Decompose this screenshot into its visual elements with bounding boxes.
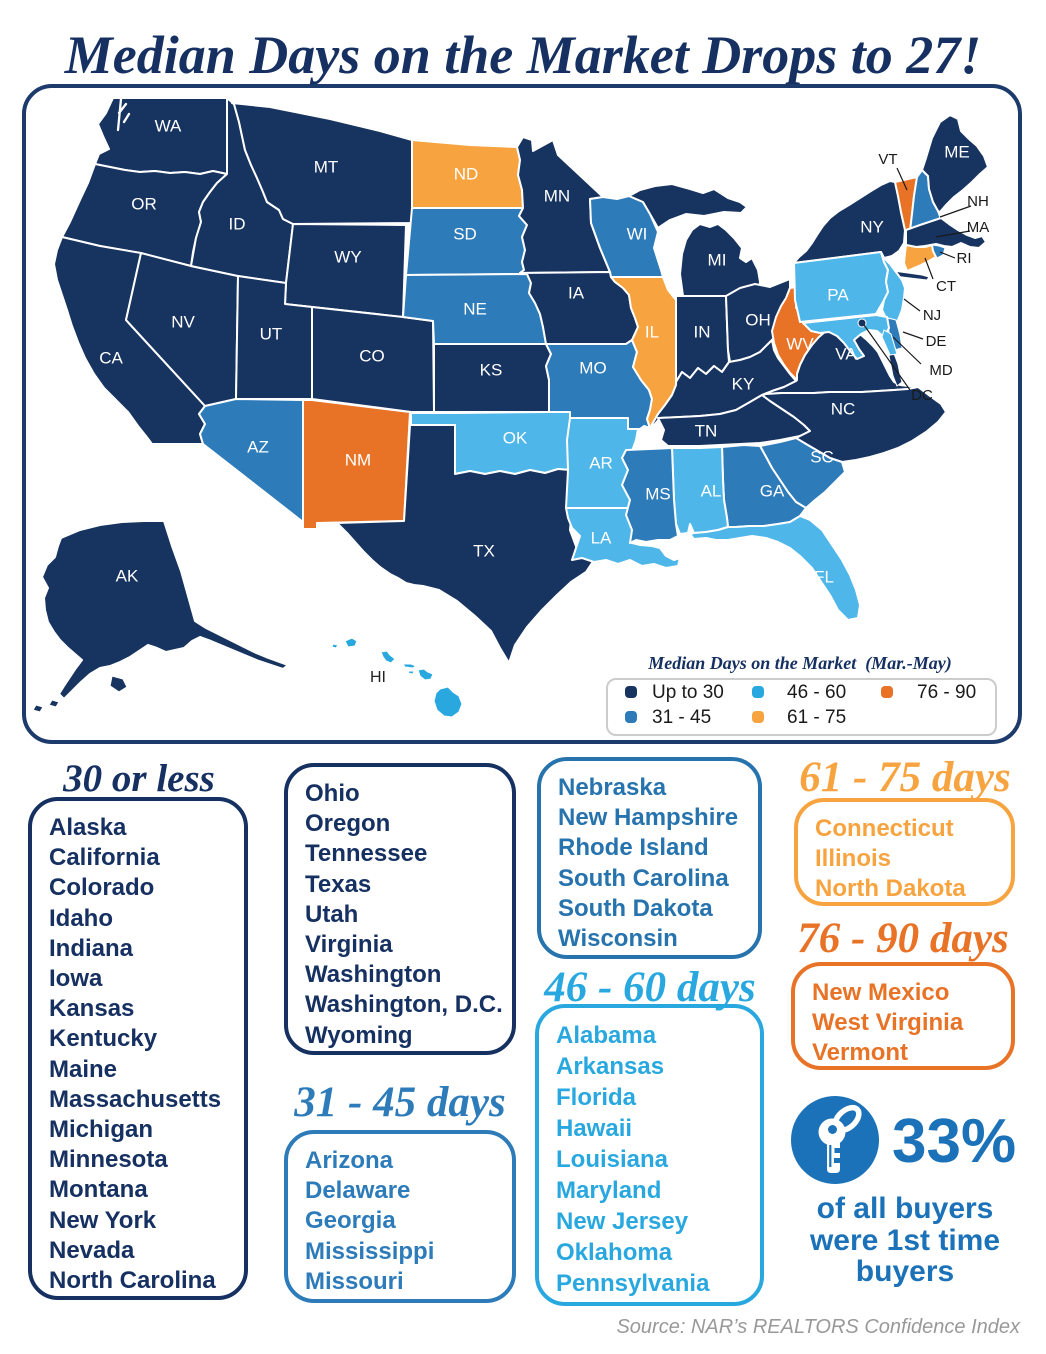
svg-text:GA: GA [760, 481, 785, 500]
svg-text:OH: OH [745, 310, 771, 329]
svg-text:FL: FL [814, 567, 834, 586]
svg-text:IA: IA [568, 283, 585, 302]
svg-text:IN: IN [694, 322, 711, 341]
svg-text:SD: SD [453, 224, 477, 243]
svg-text:NH: NH [967, 193, 989, 210]
svg-text:MD: MD [929, 362, 952, 379]
svg-text:WV: WV [786, 334, 814, 353]
svg-text:WY: WY [334, 247, 361, 266]
svg-text:IL: IL [645, 322, 659, 341]
svg-text:PA: PA [827, 285, 849, 304]
svg-text:ND: ND [454, 164, 479, 183]
svg-text:MN: MN [544, 186, 570, 205]
svg-text:NE: NE [463, 299, 487, 318]
svg-text:MI: MI [708, 250, 727, 269]
svg-text:MT: MT [314, 157, 339, 176]
svg-text:MA: MA [967, 219, 990, 236]
svg-text:HI: HI [370, 669, 386, 686]
svg-text:TN: TN [695, 421, 718, 440]
svg-text:AL: AL [701, 481, 722, 500]
svg-text:WI: WI [627, 224, 648, 243]
svg-text:MO: MO [579, 358, 606, 377]
svg-text:ME: ME [944, 142, 970, 161]
svg-text:DC: DC [911, 387, 933, 404]
svg-text:VT: VT [878, 151, 897, 168]
svg-text:OK: OK [503, 428, 528, 447]
svg-text:AK: AK [116, 566, 139, 585]
svg-text:AR: AR [589, 453, 613, 472]
svg-text:WA: WA [155, 116, 182, 135]
svg-text:VA: VA [835, 344, 857, 363]
svg-text:NC: NC [831, 399, 856, 418]
svg-text:KY: KY [732, 374, 755, 393]
svg-text:OR: OR [131, 194, 157, 213]
svg-text:AZ: AZ [247, 437, 269, 456]
svg-text:KS: KS [480, 360, 503, 379]
svg-text:CO: CO [359, 346, 385, 365]
svg-text:TX: TX [473, 541, 495, 560]
svg-text:SC: SC [810, 447, 834, 466]
svg-text:CT: CT [936, 278, 956, 295]
svg-text:NV: NV [171, 312, 195, 331]
svg-text:NM: NM [345, 450, 371, 469]
svg-text:MS: MS [645, 484, 671, 503]
svg-text:CA: CA [99, 348, 123, 367]
svg-text:LA: LA [591, 528, 612, 547]
svg-text:ID: ID [229, 214, 246, 233]
svg-text:RI: RI [957, 250, 972, 267]
svg-text:NJ: NJ [923, 307, 941, 324]
svg-text:UT: UT [260, 324, 283, 343]
svg-text:DE: DE [926, 333, 947, 350]
svg-text:NY: NY [860, 217, 884, 236]
